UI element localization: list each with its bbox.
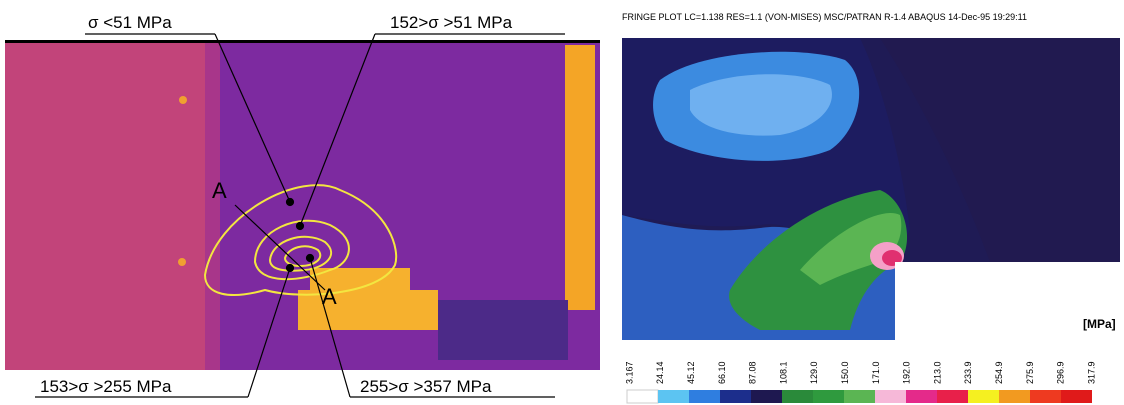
scale-label: 150.0 — [840, 361, 850, 384]
scale-label: 275.9 — [1025, 361, 1035, 384]
plot-header: FRINGE PLOT LC=1.138 RES=1.1 (VON-MISES)… — [622, 12, 1027, 22]
scale-label: 129.0 — [809, 361, 819, 384]
scale-label: 213.0 — [932, 361, 942, 384]
scale-label: 192.0 — [902, 361, 912, 384]
scale-label: 45.12 — [686, 361, 696, 384]
unit-label: [MPa] — [1083, 317, 1116, 331]
scale-label: 317.9 — [1086, 361, 1096, 384]
scale-label: 3.167 — [624, 361, 634, 384]
color-scale: 3.167 24.14 45.12 66.10 87.08 108.1 129.0 150.0… — [624, 361, 1096, 404]
fem-plot: FRINGE PLOT LC=1.138 RES=1.1 (VON-MISES)… — [622, 12, 1120, 404]
scale-label: 296.9 — [1056, 361, 1066, 384]
scale-label: 87.08 — [748, 361, 758, 384]
scale-label: 254.9 — [994, 361, 1004, 384]
section-label: A — [212, 178, 227, 203]
section-label: A — [322, 284, 337, 309]
annotation: σ <51 MPa — [88, 13, 172, 32]
thermal-image: σ <51 MPa 152>σ >51 MPa 153>σ >255 MPa 2… — [5, 13, 600, 398]
scale-label: 233.9 — [963, 361, 973, 384]
annotation: 255>σ >357 MPa — [360, 377, 492, 396]
annotation: 152>σ >51 MPa — [390, 13, 513, 32]
scale-label: 171.0 — [871, 361, 881, 384]
scale-label: 108.1 — [778, 361, 788, 384]
scale-label: 24.14 — [655, 361, 665, 384]
annotation: 153>σ >255 MPa — [40, 377, 172, 396]
scale-label: 66.10 — [717, 361, 727, 384]
